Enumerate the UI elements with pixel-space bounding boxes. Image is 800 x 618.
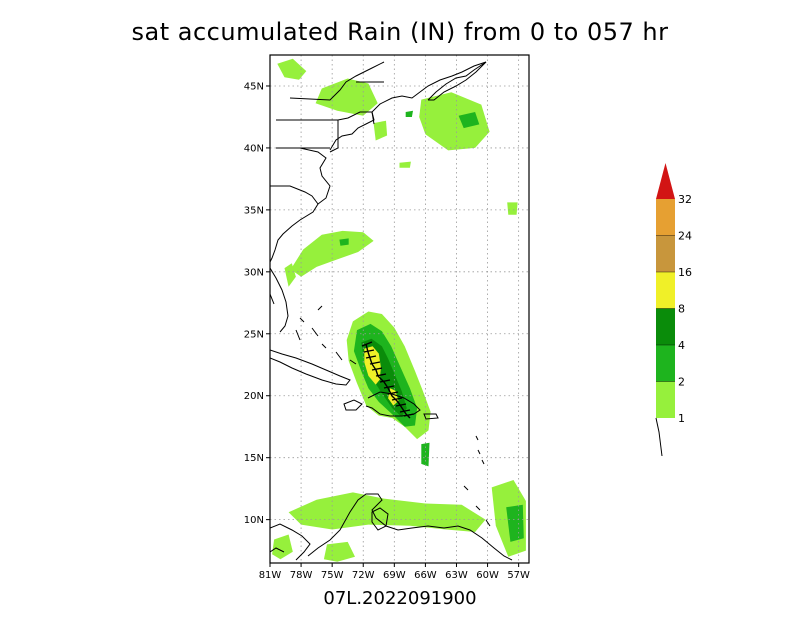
legend-label-32: 32: [678, 193, 692, 206]
new-england-coast: [329, 61, 487, 151]
lon-tick-label: 60W: [476, 570, 499, 581]
lon-tick-label: 75W: [321, 570, 344, 581]
cuba-coast: [270, 349, 351, 386]
puerto-rico-coast: [423, 413, 439, 420]
storm-track: [361, 341, 415, 419]
legend-label-8: 8: [678, 303, 685, 316]
legend-swatch-16: [656, 235, 675, 272]
rain-region-7: [277, 58, 307, 80]
rain-region-13: [323, 541, 355, 562]
rain-region-15: [506, 504, 524, 542]
lake-maracaibo: [371, 507, 389, 531]
lat-tick-label: 25N: [244, 329, 264, 340]
central-america-coast: [270, 523, 311, 561]
rain-region-20: [507, 202, 518, 215]
lon-tick-label: 72W: [352, 570, 375, 581]
south-america-coast: [307, 493, 513, 561]
legend-label-4: 4: [678, 339, 685, 352]
state-borders: [276, 61, 385, 153]
rain-region-6: [284, 263, 296, 287]
grid-lines: [270, 55, 529, 563]
legend-swatch-32: [656, 163, 675, 199]
storm-track-markers: [361, 341, 415, 417]
coastlines: [270, 61, 513, 561]
axis-ticks: 45N 40N 35N 30N 25N 20N 15N 10N 81W 78W 75W 72W 69W 6…: [244, 81, 530, 581]
legend-swatch-8: [656, 272, 675, 309]
rain-region-8: [315, 78, 378, 116]
nova-scotia-coast: [427, 61, 487, 101]
bahamas-islands: [295, 305, 357, 365]
rain-region-9: [373, 120, 388, 141]
legend-label-2: 2: [678, 376, 685, 389]
legend-label-16: 16: [678, 266, 692, 279]
legend-swatch-2: [656, 345, 675, 382]
us-east-coast: [270, 185, 319, 263]
rain-region-11: [288, 492, 486, 532]
legend-label-24: 24: [678, 230, 692, 243]
legend-swatch-24: [656, 199, 675, 236]
rain-region-19: [421, 442, 430, 467]
map-frame: [269, 54, 530, 564]
legend-swatch-4: [656, 308, 675, 345]
rain-region-16: [458, 112, 480, 129]
rain-region-10: [419, 92, 490, 151]
legend-tail: [655, 417, 663, 457]
rain-region-17: [405, 110, 413, 117]
lat-tick-label: 45N: [244, 81, 264, 92]
map-title: sat accumulated Rain (IN) from 0 to 057 …: [131, 18, 669, 46]
storm-track-line: [365, 343, 411, 419]
northeast-coast: [283, 147, 331, 205]
lon-tick-label: 66W: [414, 570, 437, 581]
lon-tick-label: 78W: [290, 570, 313, 581]
legend-swatch-1: [656, 381, 675, 418]
rain-region-18: [339, 238, 349, 246]
legend-label-1: 1: [678, 412, 685, 425]
lat-tick-label: 40N: [244, 143, 264, 154]
lon-tick-label: 81W: [259, 570, 282, 581]
rain-layer: [272, 58, 526, 562]
lesser-antilles: [463, 435, 491, 527]
lat-tick-label: 10N: [244, 515, 264, 526]
lon-tick-label: 63W: [445, 570, 468, 581]
rain-region-14: [272, 534, 293, 560]
lon-tick-label: 69W: [383, 570, 406, 581]
lat-tick-label: 35N: [244, 205, 264, 216]
florida-coast: [270, 267, 289, 333]
lat-tick-label: 30N: [244, 267, 264, 278]
lat-tick-label: 15N: [244, 453, 264, 464]
rain-region-21: [399, 161, 411, 168]
lon-tick-label: 57W: [507, 570, 530, 581]
lat-tick-label: 20N: [244, 391, 264, 402]
jamaica-coast: [343, 399, 363, 411]
storm-identifier: 07L.2022091900: [323, 588, 477, 609]
map-background: [270, 55, 529, 563]
